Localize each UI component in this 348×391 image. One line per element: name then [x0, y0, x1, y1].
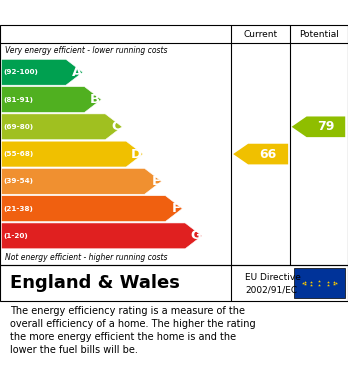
Text: G: G — [190, 230, 201, 242]
Polygon shape — [1, 141, 143, 167]
Text: 79: 79 — [317, 120, 334, 133]
Text: (39-54): (39-54) — [3, 178, 33, 184]
Text: 2002/91/EC: 2002/91/EC — [245, 286, 298, 295]
Text: The energy efficiency rating is a measure of the
overall efficiency of a home. T: The energy efficiency rating is a measur… — [10, 306, 256, 355]
Text: Current: Current — [244, 30, 278, 39]
Text: A: A — [71, 66, 82, 79]
Text: 66: 66 — [260, 147, 277, 161]
Text: (69-80): (69-80) — [3, 124, 34, 130]
Text: EU Directive: EU Directive — [245, 273, 301, 282]
Text: (1-20): (1-20) — [3, 233, 28, 239]
Text: B: B — [90, 93, 100, 106]
Text: D: D — [131, 147, 142, 161]
Polygon shape — [1, 196, 182, 222]
Text: C: C — [111, 120, 121, 133]
Text: Very energy efficient - lower running costs: Very energy efficient - lower running co… — [5, 46, 168, 56]
Text: Potential: Potential — [299, 30, 339, 39]
Text: Energy Efficiency Rating: Energy Efficiency Rating — [69, 5, 279, 20]
Polygon shape — [233, 144, 288, 164]
Polygon shape — [1, 114, 122, 140]
Text: F: F — [172, 202, 181, 215]
Polygon shape — [1, 169, 161, 194]
Polygon shape — [292, 117, 345, 137]
Text: (81-91): (81-91) — [3, 97, 33, 102]
Text: (21-38): (21-38) — [3, 206, 33, 212]
Text: (92-100): (92-100) — [3, 69, 38, 75]
Polygon shape — [1, 59, 83, 85]
Polygon shape — [1, 87, 101, 113]
Text: E: E — [151, 175, 160, 188]
Text: (55-68): (55-68) — [3, 151, 34, 157]
Text: Not energy efficient - higher running costs: Not energy efficient - higher running co… — [5, 253, 168, 262]
Polygon shape — [1, 223, 202, 249]
Text: England & Wales: England & Wales — [10, 274, 180, 292]
Bar — [294, 268, 345, 298]
